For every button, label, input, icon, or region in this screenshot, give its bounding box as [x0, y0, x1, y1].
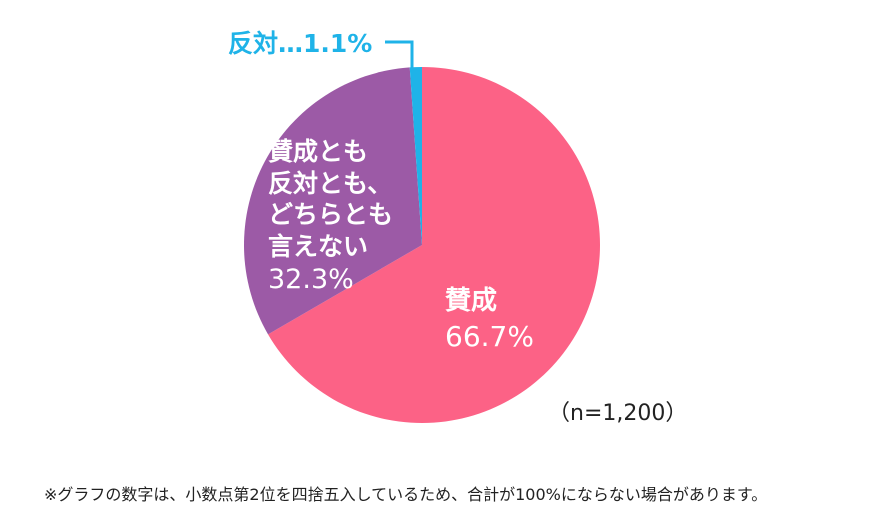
sample-size-note: （n=1,200） [548, 401, 688, 426]
slice-label-agree-name: 賛成 [445, 285, 498, 316]
footnote: ※グラフの数字は、小数点第2位を四捨五入しているため、合計が100%にならない場… [44, 485, 768, 504]
oppose-leader-line [385, 40, 414, 74]
slice-label-agree-value: 66.7% [445, 320, 534, 353]
slice-label-neutral: 賛成とも 反対とも、 どちらとも 言えない 32.3% [268, 104, 393, 329]
slice-label-agree: 賛成 66.7% [445, 252, 534, 387]
slice-label-neutral-name: 賛成とも 反対とも、 どちらとも 言えない [268, 136, 394, 261]
slice-label-neutral-value: 32.3% [268, 263, 354, 295]
slice-label-oppose: 反対…1.1% [228, 29, 373, 58]
slice-neutral [244, 67, 422, 335]
pie-slices [244, 67, 601, 423]
slice-agree [268, 67, 601, 423]
slice-oppose [409, 67, 422, 245]
